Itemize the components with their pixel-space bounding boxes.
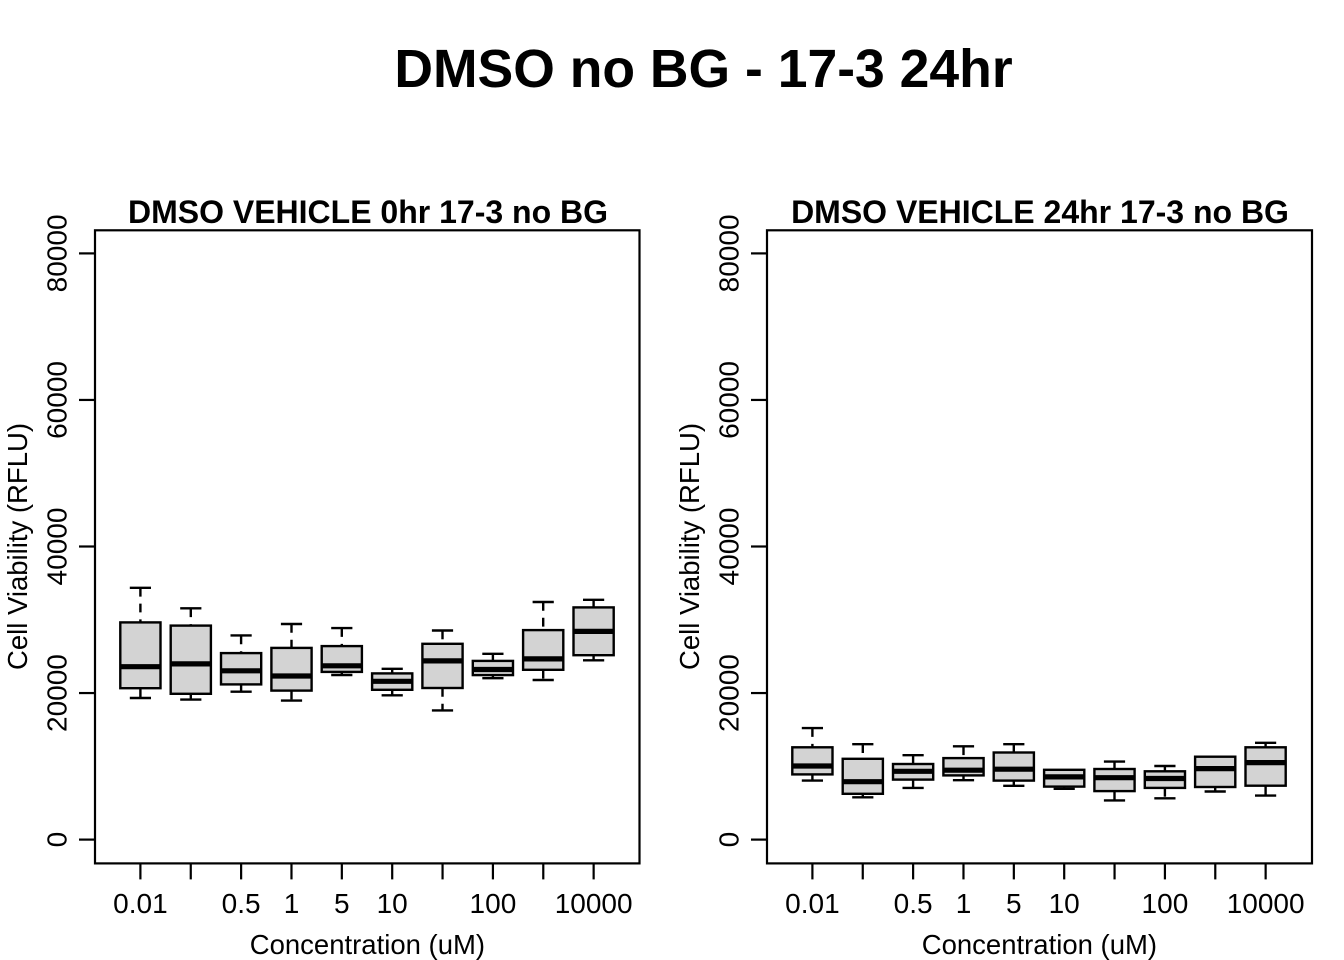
svg-text:40000: 40000 (714, 508, 745, 586)
svg-text:0.5: 0.5 (894, 888, 933, 919)
svg-text:0: 0 (714, 832, 745, 848)
svg-text:20000: 20000 (42, 654, 73, 732)
svg-text:5: 5 (334, 888, 350, 919)
svg-text:10: 10 (377, 888, 408, 919)
svg-text:10: 10 (1049, 888, 1080, 919)
svg-text:Cell Viability (RFLU): Cell Viability (RFLU) (2, 423, 33, 670)
svg-text:10000: 10000 (1227, 888, 1305, 919)
svg-text:0.01: 0.01 (785, 888, 840, 919)
svg-text:60000: 60000 (42, 361, 73, 439)
svg-text:100: 100 (1142, 888, 1189, 919)
svg-text:Concentration (uM): Concentration (uM) (922, 929, 1157, 960)
svg-text:5: 5 (1006, 888, 1022, 919)
svg-text:80000: 80000 (714, 214, 745, 292)
svg-text:40000: 40000 (42, 508, 73, 586)
svg-text:Concentration (uM): Concentration (uM) (250, 929, 485, 960)
svg-text:20000: 20000 (714, 654, 745, 732)
svg-text:0.01: 0.01 (113, 888, 168, 919)
svg-text:1: 1 (284, 888, 300, 919)
svg-text:80000: 80000 (42, 214, 73, 292)
svg-text:60000: 60000 (714, 361, 745, 439)
svg-text:DMSO VEHICLE 0hr 17-3 no BG: DMSO VEHICLE 0hr 17-3 no BG (128, 194, 608, 230)
svg-text:1: 1 (956, 888, 972, 919)
svg-text:0.5: 0.5 (222, 888, 261, 919)
svg-text:DMSO VEHICLE 24hr 17-3 no BG: DMSO VEHICLE 24hr 17-3 no BG (791, 194, 1289, 230)
svg-text:10000: 10000 (555, 888, 633, 919)
svg-text:Cell Viability (RFLU): Cell Viability (RFLU) (674, 423, 705, 670)
svg-text:DMSO no BG - 17-3 24hr: DMSO no BG - 17-3 24hr (394, 40, 1013, 99)
svg-text:0: 0 (42, 832, 73, 848)
svg-text:100: 100 (470, 888, 517, 919)
